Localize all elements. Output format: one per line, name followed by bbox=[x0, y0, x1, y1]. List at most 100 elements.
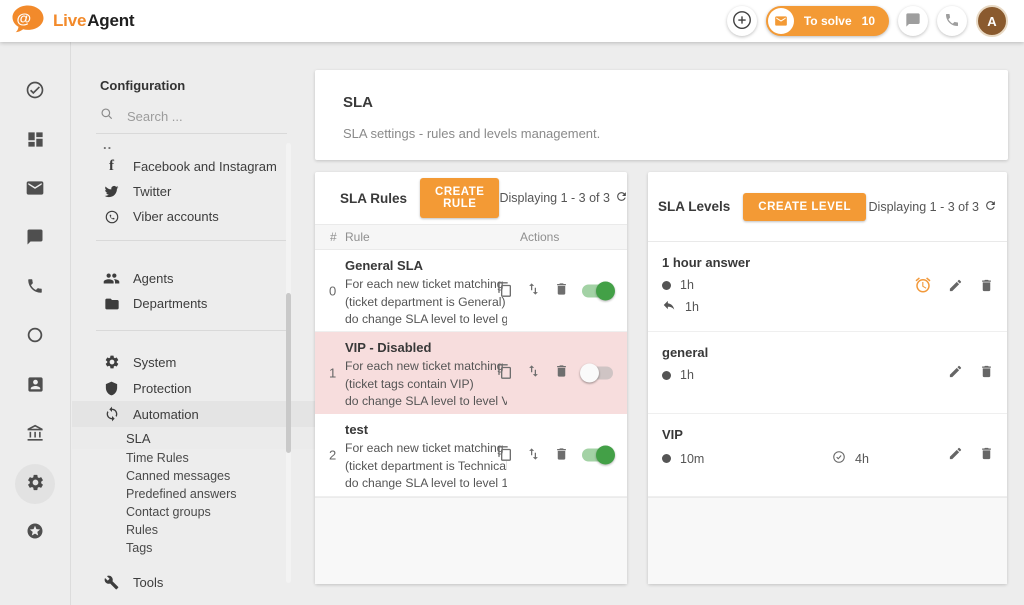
rail-item-status[interactable] bbox=[11, 313, 60, 362]
chat-bubble-icon bbox=[26, 228, 44, 251]
rule-body: VIP - Disabled For each new ticket match… bbox=[345, 340, 507, 409]
rule-actions bbox=[497, 281, 615, 300]
sidebar-item-departments[interactable]: Departments bbox=[72, 291, 315, 316]
level-resolve-time: 4h bbox=[832, 450, 869, 467]
reply-icon bbox=[662, 298, 676, 315]
reorder-button[interactable] bbox=[526, 446, 541, 464]
rule-toggle-on[interactable] bbox=[582, 281, 615, 300]
sidebar-item-contact-groups[interactable]: Contact groups bbox=[126, 505, 211, 519]
rail-item-billing[interactable] bbox=[11, 411, 60, 460]
sidebar-item-facebook[interactable]: f Facebook and Instagram bbox=[72, 154, 315, 179]
mail-icon bbox=[25, 178, 45, 203]
delete-button[interactable] bbox=[979, 446, 994, 464]
sidebar-item-twitter[interactable]: Twitter bbox=[72, 179, 315, 204]
level-actions bbox=[914, 242, 994, 331]
gear-icon bbox=[103, 354, 120, 370]
rule-number: 2 bbox=[329, 447, 337, 463]
import-export-icon bbox=[526, 446, 541, 464]
rule-toggle-off[interactable] bbox=[580, 363, 613, 382]
page-title: SLA bbox=[343, 94, 373, 111]
sidebar-item-viber[interactable]: Viber accounts bbox=[72, 204, 315, 229]
sla-rules-toolbar: SLA Rules CREATE RULE Displaying 1 - 3 o… bbox=[315, 172, 627, 224]
sidebar-item-protection[interactable]: Protection bbox=[72, 375, 315, 401]
edit-button[interactable] bbox=[948, 364, 963, 382]
copy-button[interactable] bbox=[497, 281, 513, 300]
rule-actions bbox=[497, 445, 615, 465]
column-rule: Rule bbox=[345, 230, 370, 244]
to-solve-button[interactable]: To solve 10 bbox=[765, 6, 889, 36]
toggle-knob bbox=[580, 363, 599, 382]
delete-button[interactable] bbox=[979, 364, 994, 382]
levels-reload-button[interactable] bbox=[984, 199, 997, 215]
delete-button[interactable] bbox=[554, 364, 569, 382]
sidebar-item-rules[interactable]: Rules bbox=[126, 523, 158, 537]
sidebar-title: Configuration bbox=[100, 78, 186, 93]
sidebar-item-automation[interactable]: Automation bbox=[72, 401, 315, 427]
rule-name: test bbox=[345, 422, 369, 437]
sidebar-item-agents[interactable]: Agents bbox=[72, 266, 315, 291]
mail-badge-icon bbox=[767, 8, 794, 34]
sidebar-item-sla[interactable]: SLA bbox=[72, 427, 315, 449]
scrollbar-thumb[interactable] bbox=[286, 293, 291, 453]
sidebar-item-predefined-answers[interactable]: Predefined answers bbox=[126, 487, 237, 501]
sidebar-item-time-rules[interactable]: Time Rules bbox=[126, 451, 189, 465]
level-row-vip[interactable]: VIP 10m 4h bbox=[648, 414, 1007, 497]
rail-item-tickets[interactable] bbox=[11, 68, 60, 117]
level-row-1-hour-answer[interactable]: 1 hour answer 1h 1h bbox=[648, 242, 1007, 332]
column-actions: Actions bbox=[520, 230, 560, 244]
rule-row-general-sla[interactable]: 0 General SLA For each new ticket matchi… bbox=[315, 250, 627, 332]
trash-icon bbox=[979, 364, 994, 382]
level-answer-time: 1h bbox=[662, 278, 1007, 292]
pencil-icon bbox=[948, 364, 963, 382]
rail-item-settings[interactable] bbox=[11, 460, 60, 509]
brand-logo[interactable]: @ Live Agent bbox=[0, 4, 135, 39]
sidebar-item-tags[interactable]: Tags bbox=[126, 541, 153, 555]
reorder-button[interactable] bbox=[526, 364, 541, 382]
sidebar-item-tools[interactable]: Tools bbox=[72, 570, 315, 595]
delete-button[interactable] bbox=[554, 446, 569, 464]
rule-row-test[interactable]: 2 test For each new ticket matching (tic… bbox=[315, 414, 627, 497]
rail-item-calls[interactable] bbox=[11, 264, 60, 313]
rule-number: 0 bbox=[329, 283, 337, 298]
add-button[interactable] bbox=[726, 6, 757, 36]
dot-icon bbox=[662, 370, 671, 380]
delete-button[interactable] bbox=[979, 278, 994, 296]
rail-item-contacts[interactable] bbox=[11, 362, 60, 411]
calls-button[interactable] bbox=[937, 6, 967, 36]
rail-item-gamification[interactable] bbox=[11, 509, 60, 558]
chats-button[interactable] bbox=[898, 6, 928, 36]
sidebar-scrollbar[interactable] bbox=[286, 143, 291, 583]
toggle-knob bbox=[596, 445, 615, 465]
sidebar-item-canned-messages[interactable]: Canned messages bbox=[126, 469, 231, 483]
rail-item-chat[interactable] bbox=[11, 215, 60, 264]
edit-button[interactable] bbox=[948, 446, 963, 464]
rule-row-vip-disabled[interactable]: 1 VIP - Disabled For each new ticket mat… bbox=[315, 332, 627, 414]
rule-body: test For each new ticket matching (ticke… bbox=[345, 422, 507, 491]
level-metas: 10m 4h bbox=[662, 442, 1007, 467]
rules-reload-button[interactable] bbox=[615, 190, 628, 206]
to-solve-count: 10 bbox=[861, 14, 875, 28]
check-circle-icon bbox=[832, 450, 846, 467]
rule-name: General SLA bbox=[345, 258, 424, 273]
copy-button[interactable] bbox=[497, 446, 513, 465]
create-level-button[interactable]: CREATE LEVEL bbox=[743, 192, 866, 221]
dashboard-icon bbox=[26, 130, 45, 154]
alarm-button[interactable] bbox=[914, 276, 932, 297]
rail-item-mail[interactable] bbox=[11, 166, 60, 215]
copy-button[interactable] bbox=[497, 363, 513, 382]
sidebar-item-system[interactable]: System bbox=[72, 349, 315, 375]
copy-icon bbox=[497, 281, 513, 300]
level-row-general[interactable]: general 1h bbox=[648, 332, 1007, 414]
edit-button[interactable] bbox=[948, 278, 963, 296]
avatar[interactable]: A bbox=[976, 5, 1008, 37]
search-input[interactable] bbox=[127, 108, 247, 124]
reorder-button[interactable] bbox=[526, 282, 541, 300]
rules-displaying: Displaying 1 - 3 of 3 bbox=[499, 190, 627, 206]
sidebar-item-overflow[interactable]: .. bbox=[103, 136, 113, 152]
rule-toggle-on[interactable] bbox=[582, 445, 615, 465]
delete-button[interactable] bbox=[554, 282, 569, 300]
import-export-icon bbox=[526, 282, 541, 300]
create-rule-button[interactable]: CREATE RULE bbox=[420, 178, 500, 218]
rail-item-dashboard[interactable] bbox=[11, 117, 60, 166]
